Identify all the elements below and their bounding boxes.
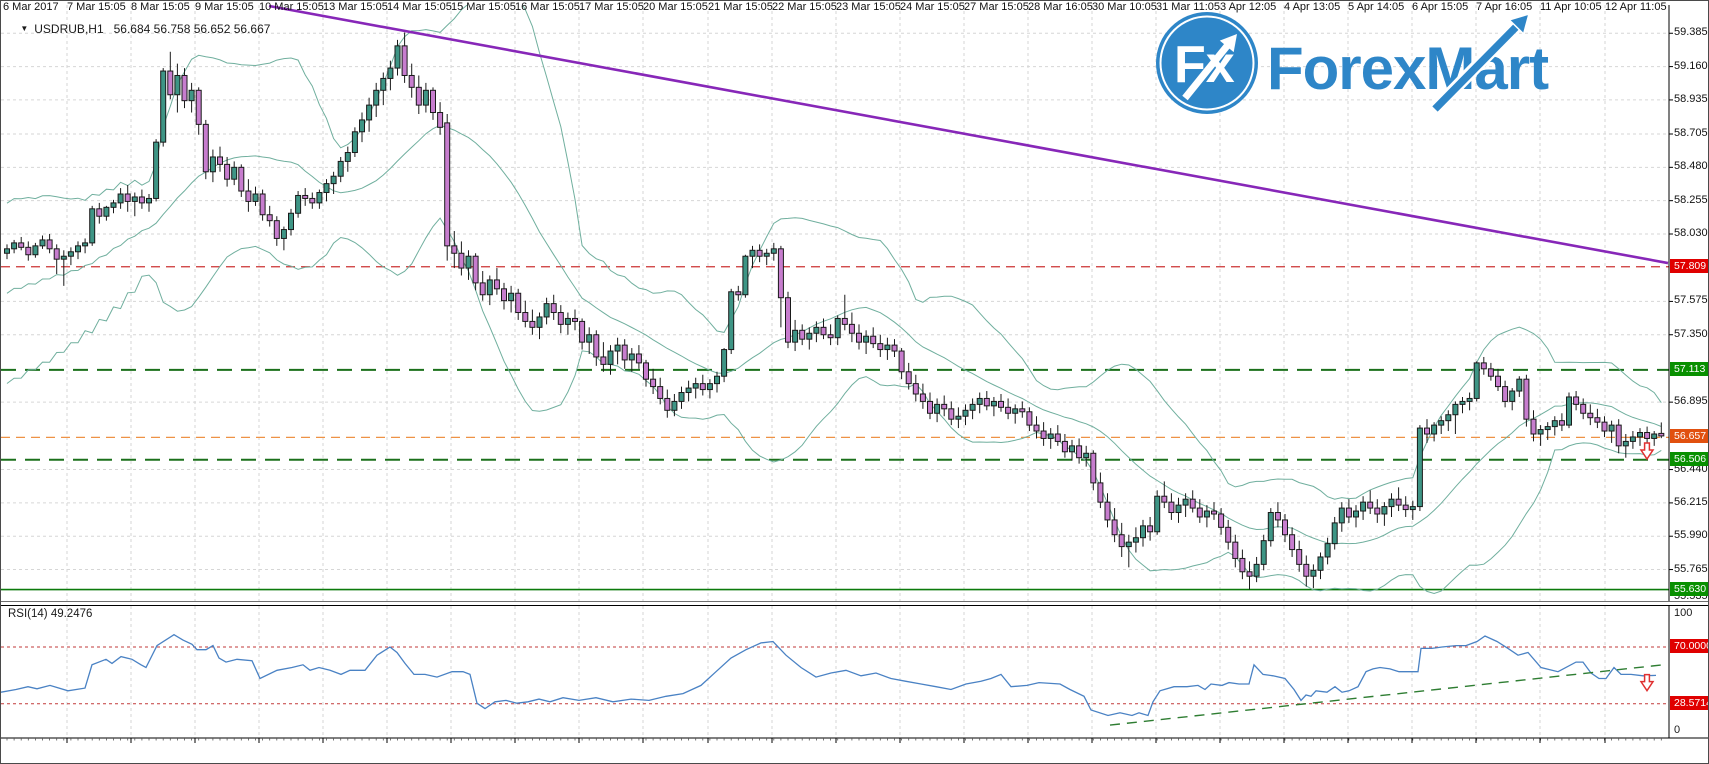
price-axis-label: 59.385 (1674, 26, 1708, 39)
time-axis-label: 14 Mar 15:05 (387, 1, 452, 13)
rsi-scale-bottom: 0 (1674, 724, 1681, 736)
time-axis-label: 3 Apr 12:05 (1220, 1, 1277, 13)
price-axis-label: 57.350 (1674, 327, 1708, 340)
time-axis-label: 21 Mar 15:05 (708, 1, 773, 13)
rsi-indicator-label: RSI(14) 49.2476 (8, 608, 93, 620)
time-axis-label: 10 Mar 15:05 (259, 1, 324, 13)
time-axis-label: 17 Mar 15:05 (579, 1, 644, 13)
price-axis-label: 58.255 (1674, 193, 1708, 206)
time-axis-label: 7 Apr 16:05 (1476, 1, 1533, 13)
ohlc-values: 56.684 56.758 56.652 56.667 (113, 22, 271, 36)
time-axis-label: 31 Mar 11:05 (1156, 1, 1221, 13)
time-axis-label: 30 Mar 10:05 (1092, 1, 1157, 13)
time-axis-label: 16 Mar 15:05 (515, 1, 580, 13)
time-axis-label: 28 Mar 16:05 (1028, 1, 1093, 13)
price-axis-label: 58.480 (1674, 160, 1708, 173)
price-axis-label: 58.705 (1674, 127, 1708, 139)
price-badge: 57.113 (1670, 361, 1708, 376)
time-axis-label: 5 Apr 14:05 (1348, 1, 1405, 13)
rsi-level-badge: 28.5714 (1670, 695, 1708, 710)
time-axis-label: 7 Mar 15:05 (67, 1, 126, 13)
time-axis-label: 9 Mar 15:05 (195, 1, 254, 13)
rsi-scale-top: 100 (1674, 607, 1693, 619)
price-badge: 56.657 (1670, 429, 1708, 444)
price-axis-label: 58.935 (1674, 92, 1708, 105)
price-axis-label: 57.575 (1674, 294, 1708, 307)
price-badge: 56.506 (1670, 451, 1708, 466)
time-axis-label: 4 Apr 13:05 (1284, 1, 1341, 13)
time-axis-label: 22 Mar 15:05 (772, 1, 837, 13)
time-axis-label: 6 Apr 15:05 (1412, 1, 1469, 13)
price-axis-label: 58.030 (1674, 227, 1708, 239)
time-axis-label: 6 Mar 2017 (3, 1, 59, 13)
time-axis-label: 13 Mar 15:05 (323, 1, 388, 13)
price-axis-label: 56.215 (1674, 495, 1708, 508)
time-axis-label: 24 Mar 15:05 (900, 1, 965, 13)
price-axis-label: 59.160 (1674, 59, 1708, 72)
panel-splitter[interactable] (1, 601, 1708, 606)
time-axis-label: 23 Mar 15:05 (836, 1, 901, 13)
chart-header: ▼ USDRUB,H1 56.684 56.758 56.652 56.667 (7, 8, 270, 50)
price-axis-label: 56.895 (1674, 395, 1708, 408)
price-badge: 57.809 (1670, 258, 1708, 273)
time-axis-label: 11 Apr 10:05 (1540, 1, 1602, 13)
price-axis-label: 55.990 (1674, 529, 1708, 542)
time-axis-label: 12 Apr 11:05 (1605, 1, 1667, 13)
price-badge: 55.630 (1670, 581, 1708, 596)
rsi-level-badge: 70.0000 (1670, 639, 1708, 653)
chevron-down-icon[interactable]: ▼ (20, 24, 29, 33)
time-axis-label: 20 Mar 15:05 (643, 1, 708, 13)
time-axis-label: 27 Mar 15:05 (964, 1, 1029, 13)
time-axis-label: 8 Mar 15:05 (131, 1, 190, 13)
time-axis-label: 15 Mar 15:05 (451, 1, 516, 13)
price-axis-label: 55.765 (1674, 562, 1708, 575)
symbol-period-label: USDRUB,H1 (34, 22, 104, 36)
